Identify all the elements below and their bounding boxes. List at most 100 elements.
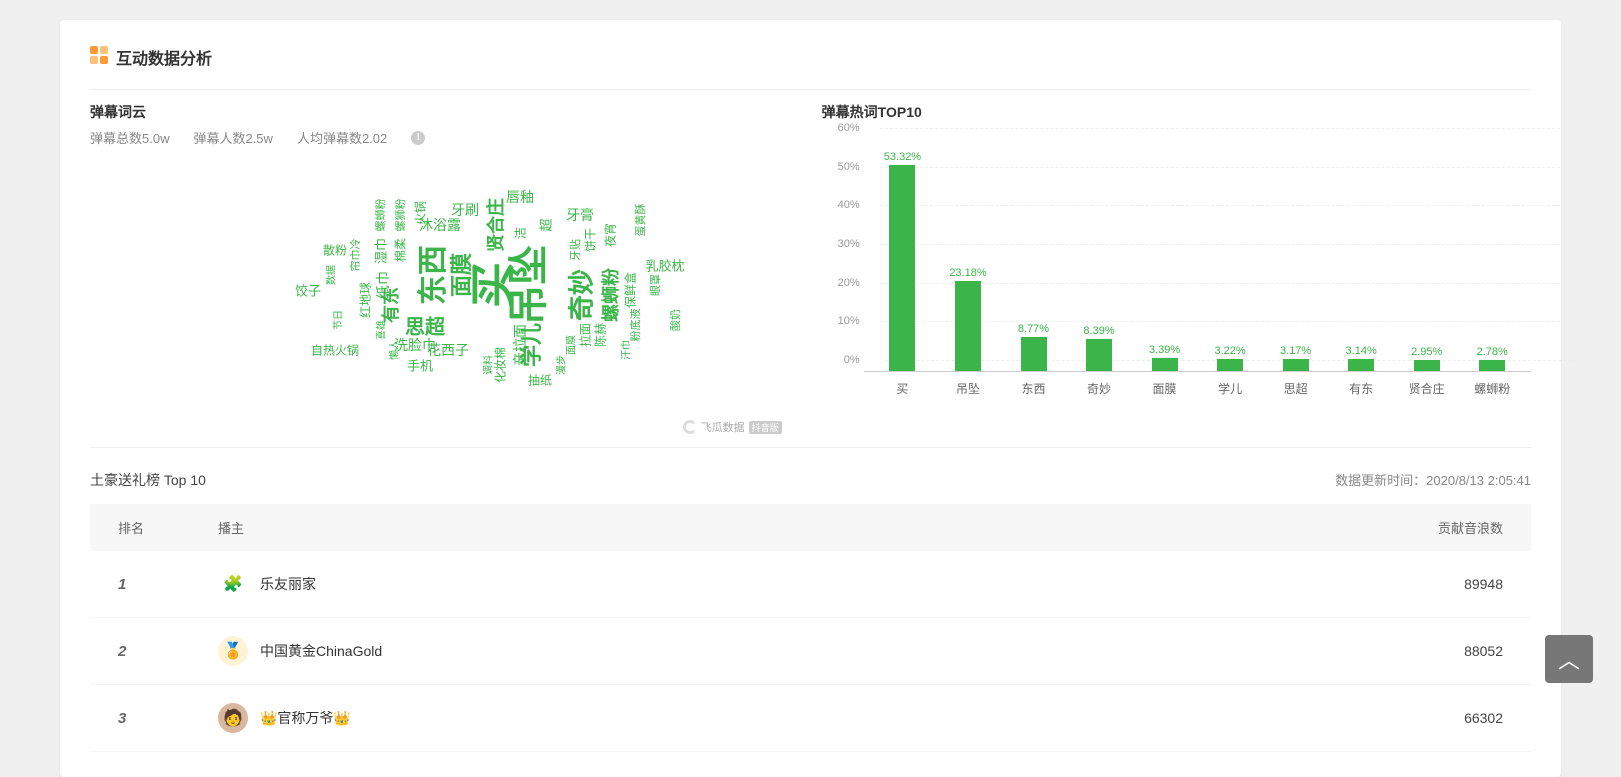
- wordcloud-word: 面膜: [563, 335, 578, 355]
- rank-number: 3: [118, 710, 126, 727]
- bar[interactable]: 8.77%: [1001, 323, 1067, 371]
- bar[interactable]: 3.14%: [1328, 345, 1394, 371]
- wordcloud-word: 自热火锅: [311, 342, 359, 359]
- contribution-value: 88052: [1343, 643, 1503, 659]
- bar-rect: [1348, 359, 1374, 371]
- wordcloud-word: 保鲜盒: [622, 272, 639, 308]
- wordcloud-word: 面膜: [444, 253, 476, 297]
- bar-x-label: 吊坠: [935, 376, 1001, 400]
- bar-x-label: 东西: [1001, 376, 1067, 400]
- watermark-badge: 抖音版: [749, 421, 782, 434]
- table-row[interactable]: 1🧩乐友丽家89948: [90, 551, 1531, 618]
- bar-value-label: 2.95%: [1411, 346, 1442, 358]
- y-tick: 30%: [838, 238, 860, 250]
- rank-number: 1: [118, 576, 126, 593]
- avatar: 🏅: [218, 636, 248, 666]
- wordcloud-word: 夜宵: [602, 223, 619, 247]
- wordcloud-word: 洁: [512, 227, 529, 239]
- barchart-canvas: 0%10%20%30%40%50%60% 53.32%23.18%8.77%8.…: [822, 140, 1531, 400]
- wordcloud-word: 湿巾: [371, 238, 390, 264]
- bar-rect: [1021, 337, 1047, 371]
- bar[interactable]: 23.18%: [935, 267, 1001, 371]
- avatar: 🧩: [218, 569, 248, 599]
- wordcloud-word: 贤合庄: [482, 198, 508, 252]
- bar[interactable]: 3.22%: [1197, 345, 1263, 371]
- wordcloud-word: 奇妙: [562, 269, 599, 321]
- bar-rect: [1283, 359, 1309, 371]
- wordcloud-word: 牙贴: [567, 239, 583, 261]
- y-tick: 0%: [844, 354, 860, 366]
- y-tick: 60%: [838, 122, 860, 134]
- table-body: 1🧩乐友丽家899482🏅中国黄金ChinaGold880523🧑👑官称万爷👑6…: [90, 551, 1531, 752]
- bar-x-label: 思超: [1263, 376, 1329, 400]
- col-name-header: 播主: [218, 518, 1343, 537]
- wordcloud-word: 牙膏: [566, 205, 594, 225]
- bar-x-label: 有东: [1328, 376, 1394, 400]
- bar-x-label: 面膜: [1132, 376, 1198, 400]
- wordcloud-word: 火锅: [412, 201, 429, 225]
- barchart-title: 弹幕热词TOP10: [822, 102, 1531, 122]
- wordcloud-word: 酸奶: [667, 309, 683, 331]
- wordcloud-word: 调料: [480, 355, 495, 375]
- wordcloud-title: 弹幕词云: [90, 102, 782, 122]
- wordcloud-word: 粉底液: [627, 309, 643, 342]
- wordcloud-word: 超: [536, 218, 555, 231]
- table-header-row: 土豪送礼榜 Top 10 数据更新时间：2020/8/13 2:05:41: [90, 470, 1531, 490]
- table-row[interactable]: 3 🧑 👑官称万爷👑 66302: [90, 685, 1531, 752]
- wordcloud-word: 吊坠: [496, 245, 554, 325]
- wordcloud-word: 饼干: [582, 228, 599, 252]
- wordcloud-word: 辛拉面: [510, 324, 530, 366]
- watermark: 飞瓜数据 抖音版: [683, 419, 782, 435]
- contribution-value: 66302: [1343, 710, 1503, 726]
- info-icon[interactable]: !: [411, 131, 425, 145]
- stat-total: 弹幕总数5.0w: [90, 128, 169, 147]
- y-tick: 50%: [838, 161, 860, 173]
- stat-people: 弹幕人数2.5w: [193, 128, 272, 147]
- bar[interactable]: 3.17%: [1263, 345, 1329, 371]
- table-title: 土豪送礼榜 Top 10: [90, 470, 206, 490]
- wordcloud-word: 散粉: [323, 242, 347, 259]
- section-header: 互动数据分析: [90, 45, 1531, 90]
- bar-x-label: 奇妙: [1066, 376, 1132, 400]
- streamer-name: 👑官称万爷👑: [260, 708, 351, 728]
- bar[interactable]: 8.39%: [1066, 325, 1132, 371]
- col-value-header: 贡献音浪数: [1343, 518, 1503, 537]
- y-tick: 20%: [838, 277, 860, 289]
- avatar: 🧑: [218, 703, 248, 733]
- header-icon: [90, 46, 108, 69]
- bar-x-label: 学儿: [1197, 376, 1263, 400]
- wordcloud-word: 螺狮粉: [392, 199, 408, 232]
- wordcloud-word: 红地球: [357, 282, 374, 318]
- wordcloud-word: 饺子: [295, 281, 321, 300]
- streamer-name: 乐友丽家: [260, 574, 316, 594]
- section-title: 互动数据分析: [116, 45, 212, 69]
- wordcloud-word: 唇釉: [506, 187, 534, 207]
- bar-rect: [1086, 339, 1112, 371]
- wordcloud-word: 眼罩: [647, 274, 663, 296]
- bar-value-label: 2.78%: [1477, 346, 1508, 358]
- bar[interactable]: 2.78%: [1459, 346, 1525, 371]
- streamer-name: 中国黄金ChinaGold: [260, 641, 382, 661]
- bar-value-label: 3.22%: [1214, 345, 1245, 357]
- wordcloud-word: 陈赫: [592, 323, 609, 347]
- bar[interactable]: 2.95%: [1394, 346, 1460, 371]
- bar-value-label: 23.18%: [949, 267, 986, 279]
- y-tick: 40%: [838, 199, 860, 211]
- bar-rect: [1479, 360, 1505, 371]
- wordcloud-word: 棉柔: [392, 238, 409, 262]
- wordcloud-canvas: 买吊坠学儿奇妙东西思超有东面膜贤合庄螺蛳粉牙膏牙刷唇釉沐浴露洗脸巾花西子自热火锅…: [90, 155, 782, 435]
- table-head: 排名 播主 贡献音浪数: [90, 504, 1531, 551]
- bar-value-label: 3.14%: [1346, 345, 1377, 357]
- wordcloud-section: 弹幕词云 弹幕总数5.0w 弹幕人数2.5w 人均弹幕数2.02 ! 买吊坠学儿…: [90, 102, 782, 435]
- bar[interactable]: 53.32%: [870, 151, 936, 371]
- bar[interactable]: 3.39%: [1132, 344, 1198, 371]
- wordcloud-word: 节日: [330, 310, 345, 330]
- scroll-top-button[interactable]: ︿: [1545, 635, 1593, 683]
- wordcloud-word: 乳胶枕: [645, 256, 684, 275]
- wordcloud-word: 汗巾: [618, 340, 633, 360]
- table-row[interactable]: 2🏅中国黄金ChinaGold88052: [90, 618, 1531, 685]
- update-time: 数据更新时间：2020/8/13 2:05:41: [1335, 470, 1531, 489]
- wordcloud-word: 手机: [407, 356, 433, 375]
- wordcloud-word: 花西子: [427, 340, 469, 360]
- watermark-logo-icon: [683, 420, 697, 434]
